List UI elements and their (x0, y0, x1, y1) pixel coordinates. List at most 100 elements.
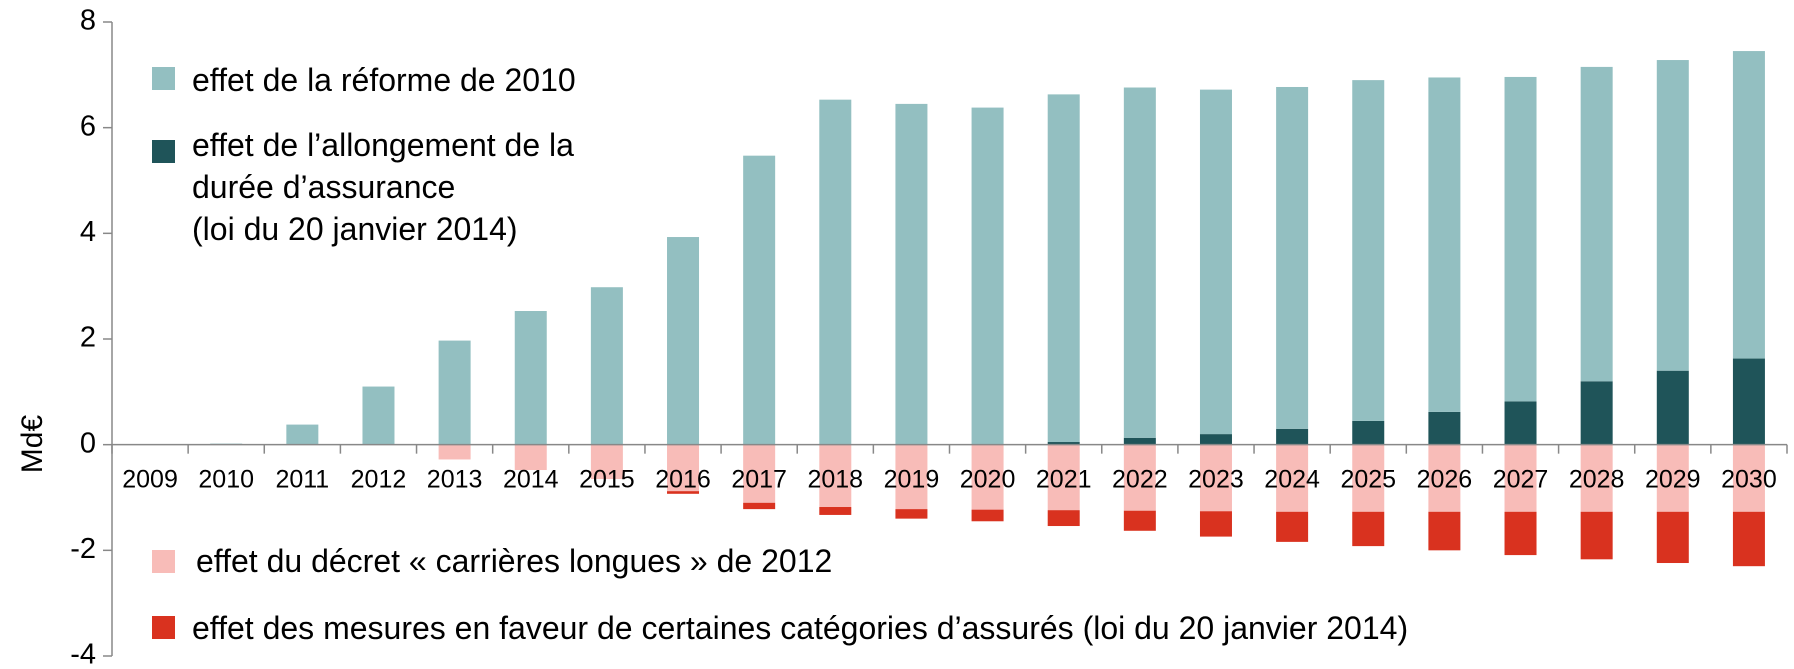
legend-label: effet de l’allongement de la durée d’ass… (192, 127, 574, 247)
x-tick-label: 2022 (1112, 466, 1168, 494)
bar-segment (1504, 511, 1537, 556)
bar-segment (1732, 444, 1765, 512)
y-axis-title: Md€ (16, 415, 49, 474)
bar-segment (1504, 401, 1537, 445)
y-tick-label: -2 (70, 533, 96, 565)
bar-segment (1504, 76, 1537, 402)
bar-segment (286, 424, 319, 445)
bar-segment (1580, 511, 1613, 560)
bar-segment (1656, 370, 1689, 445)
bar-segment (590, 444, 623, 480)
bar-segment (1047, 444, 1080, 511)
bar-segment (1123, 87, 1156, 438)
bar-segment (1428, 77, 1461, 412)
legend-swatch (152, 616, 175, 639)
bar-segment (1123, 437, 1156, 445)
x-tick-label: 2021 (1036, 466, 1092, 494)
bar-segment (743, 155, 776, 445)
bar-segment (1732, 358, 1765, 445)
x-tick-label: 2014 (503, 466, 559, 494)
bar-segment (1732, 51, 1765, 359)
bar-segment (590, 287, 623, 445)
bar-segment (1276, 428, 1309, 445)
bar-segment (1199, 444, 1232, 512)
bar-segment (1047, 94, 1080, 443)
bar-segment (1047, 442, 1080, 445)
bar-segment (1428, 411, 1461, 445)
bar-segment (667, 444, 700, 492)
x-tick-label: 2030 (1721, 466, 1777, 494)
bar-segment (362, 386, 395, 445)
x-tick-label: 2028 (1569, 466, 1625, 494)
y-tick-label: 2 (80, 322, 96, 354)
bar-segment (1656, 511, 1689, 564)
y-tick-label: 4 (80, 216, 96, 248)
x-tick-label: 2029 (1645, 466, 1701, 494)
legend-swatch (152, 67, 175, 90)
bar-segment (1123, 510, 1156, 531)
y-tick-label: 8 (80, 5, 96, 37)
bar-segment (1047, 510, 1080, 527)
x-tick-label: 2016 (655, 466, 711, 494)
bar-segment (1352, 511, 1385, 547)
bar-segment (895, 103, 928, 445)
bar-segment (1656, 444, 1689, 512)
bar-segment (1504, 444, 1537, 512)
bar-segment (819, 444, 852, 508)
x-tick-label: 2027 (1493, 466, 1549, 494)
bar-segment (743, 444, 776, 503)
legend-swatch (152, 550, 175, 573)
bar-segment (1276, 86, 1309, 429)
bar-segment (1732, 511, 1765, 567)
bar-segment (667, 491, 700, 494)
bar-segment (1276, 511, 1309, 542)
bar-segment (895, 509, 928, 519)
x-tick-label: 2010 (198, 466, 254, 494)
y-tick-label: 0 (80, 427, 96, 459)
x-tick-label: 2024 (1264, 466, 1320, 494)
bar-segment (971, 444, 1004, 510)
bar-segment (895, 444, 928, 510)
bar-segment (971, 107, 1004, 445)
legend-label: effet de la réforme de 2010 (192, 62, 576, 98)
bar-segment (514, 310, 547, 445)
legend-label: effet du décret « carrières longues » de… (196, 543, 833, 579)
legend-label: effet des mesures en faveur de certaines… (192, 610, 1409, 646)
bar-segment (1199, 511, 1232, 537)
x-tick-label: 2020 (960, 466, 1016, 494)
bar-segment (514, 444, 547, 471)
bar-segment (1580, 66, 1613, 382)
x-tick-label: 2009 (122, 466, 178, 494)
y-tick-label: -4 (70, 639, 96, 669)
bar-segment (1580, 444, 1613, 512)
x-tick-label: 2026 (1417, 466, 1473, 494)
x-tick-label: 2012 (351, 466, 407, 494)
bar-segment (1352, 420, 1385, 445)
y-tick-label: 6 (80, 110, 96, 142)
bar-segment (1428, 444, 1461, 512)
bar-segment (1276, 444, 1309, 512)
bar-segment (1352, 444, 1385, 512)
x-tick-label: 2025 (1340, 466, 1396, 494)
bar-segment (1199, 89, 1232, 435)
x-tick-label: 2018 (807, 466, 863, 494)
bar-segment (1656, 60, 1689, 371)
bar-segment (438, 340, 471, 445)
bar-segment (743, 502, 776, 510)
x-tick-label: 2019 (884, 466, 940, 494)
bar-segment (1123, 444, 1156, 511)
x-tick-label: 2011 (275, 466, 329, 494)
x-tick-label: 2013 (427, 466, 483, 494)
bar-segment (1199, 434, 1232, 445)
bar-segment (1352, 80, 1385, 421)
x-tick-label: 2015 (579, 466, 635, 494)
bar-segment (438, 444, 471, 460)
bar-segment (971, 509, 1004, 522)
x-tick-label: 2017 (731, 466, 787, 494)
x-tick-label: 2023 (1188, 466, 1244, 494)
legend-swatch (152, 140, 175, 163)
bar-segment (667, 237, 700, 445)
bar-segment (1580, 381, 1613, 445)
